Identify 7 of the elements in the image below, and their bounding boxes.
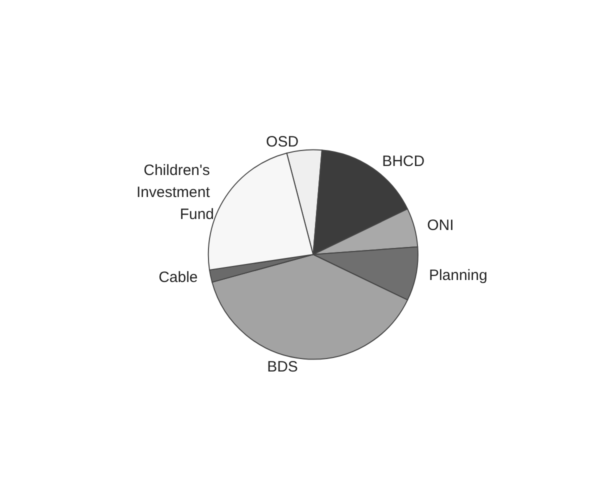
slice-label: Planning	[428, 267, 488, 284]
slice-label: Cable	[158, 269, 198, 286]
slice-label: ONI	[427, 216, 454, 234]
slice-label: BHCD	[382, 153, 425, 170]
slice-label: Children's Investment Fund	[136, 162, 214, 223]
slice-label: BDS	[267, 358, 298, 376]
slice-label: OSD	[266, 134, 299, 151]
